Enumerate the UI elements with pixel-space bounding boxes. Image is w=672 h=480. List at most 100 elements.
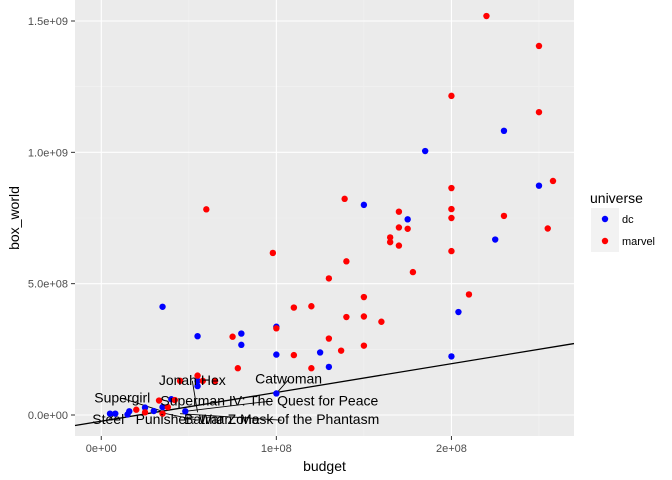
data-point-marvel (133, 406, 140, 413)
data-point-dc (273, 351, 280, 358)
data-point-dc (325, 363, 333, 371)
data-point-dc (238, 341, 245, 349)
data-point-dc (159, 403, 166, 411)
data-point-marvel (378, 318, 385, 325)
annotation-leader (191, 380, 199, 413)
annotation-leader-lines (107, 379, 289, 421)
data-point-marvel (203, 206, 210, 213)
data-point-marvel (448, 92, 455, 100)
annotation-label: Batman: Mask of the Phantasm (184, 411, 379, 427)
data-point-marvel (395, 224, 403, 231)
data-point-dc (500, 127, 508, 134)
data-point-marvel (409, 268, 417, 276)
data-point-marvel (360, 313, 368, 320)
data-point-marvel (159, 410, 166, 417)
data-point-marvel (325, 335, 333, 342)
data-point-marvel (171, 396, 178, 404)
data-point-dc (159, 303, 166, 310)
data-point-marvel (448, 247, 455, 255)
data-point-marvel (448, 184, 455, 192)
data-point-marvel (229, 333, 236, 340)
data-point-marvel (395, 242, 403, 249)
annotation-leader (162, 412, 198, 421)
data-point-marvel (325, 275, 333, 282)
data-point-dc (182, 408, 189, 415)
annotation-label: Jonah Hex (159, 372, 226, 388)
x-tick-label: 2e+08 (436, 443, 467, 455)
data-point-marvel (308, 365, 315, 372)
y-axis-title: box_world (6, 186, 22, 250)
data-point-dc (238, 330, 245, 337)
data-point-marvel (343, 258, 350, 265)
data-point-dc (535, 182, 543, 189)
minor-grid (75, 0, 574, 436)
data-point-dc (141, 404, 149, 411)
data-point-dc (112, 410, 119, 417)
major-grid (75, 0, 574, 436)
data-point-marvel (337, 347, 345, 354)
annotation-label: Superman IV: The Quest for Peace (160, 392, 378, 408)
data-point-dc (316, 349, 324, 356)
legend: universe dc marvel (590, 190, 655, 252)
y-tick-label: 5.0e+08 (28, 279, 68, 291)
data-point-marvel (549, 177, 557, 185)
data-point-marvel (395, 208, 403, 215)
x-tick-label: 0e+00 (86, 443, 117, 455)
data-point-marvel (273, 325, 280, 332)
legend-label-dc: dc (622, 214, 634, 226)
legend-marker-marvel (601, 237, 609, 245)
data-point-marvel (465, 291, 473, 298)
annotation-label: Punisher: War Zone (136, 411, 260, 427)
data-point-marvel (483, 12, 490, 20)
data-point-dc (448, 353, 455, 360)
trend-line (74, 342, 575, 427)
data-point-marvel (448, 205, 455, 213)
data-points (106, 12, 557, 418)
data-point-dc (194, 332, 201, 340)
trend-line-layer (74, 342, 575, 427)
data-point-marvel (164, 403, 171, 411)
data-point-marvel (176, 377, 184, 385)
data-point-dc (106, 410, 114, 417)
data-point-dc (492, 236, 499, 243)
x-axis: 0e+00 1e+08 2e+08 (86, 436, 467, 455)
annotation-label: Catwoman (255, 370, 322, 386)
y-axis: 0.0e+00 5.0e+08 1.0e+09 1.5e+09 (28, 16, 75, 422)
data-point-marvel (535, 108, 543, 116)
data-point-marvel (360, 293, 368, 301)
y-tick-label: 1.0e+09 (28, 147, 68, 159)
point-annotations: Supergirl Jonah Hex Catwoman Superman IV: T… (92, 370, 379, 427)
annotation-leader (185, 400, 270, 412)
data-point-marvel (269, 249, 277, 257)
y-tick-label: 1.5e+09 (28, 16, 68, 28)
data-point-marvel (199, 377, 207, 385)
legend-label-marvel: marvel (622, 236, 655, 248)
data-point-marvel (290, 304, 298, 311)
data-point-dc (360, 201, 368, 209)
data-point-marvel (535, 42, 543, 50)
data-point-dc (421, 147, 429, 155)
legend-marker-dc (601, 215, 609, 223)
data-point-marvel (544, 225, 551, 232)
data-point-marvel (360, 342, 368, 349)
data-point-marvel (386, 238, 394, 246)
x-tick-label: 1e+08 (261, 443, 292, 455)
data-point-marvel (194, 372, 201, 379)
data-point-marvel (211, 377, 219, 385)
data-point-marvel (141, 409, 149, 416)
data-point-dc (150, 407, 157, 415)
y-tick-label: 0.0e+00 (28, 410, 68, 422)
x-axis-title: budget (303, 458, 346, 474)
data-point-dc (455, 308, 462, 316)
data-point-marvel (234, 365, 242, 372)
data-point-dc (404, 216, 411, 223)
annotation-label: Supergirl (94, 389, 150, 405)
annotation-leader (180, 413, 282, 421)
data-point-marvel (343, 313, 350, 321)
data-point-marvel (386, 234, 394, 241)
data-point-dc (124, 411, 131, 418)
data-point-marvel (290, 351, 298, 359)
data-point-marvel (404, 225, 411, 232)
legend-title: universe (590, 190, 643, 206)
